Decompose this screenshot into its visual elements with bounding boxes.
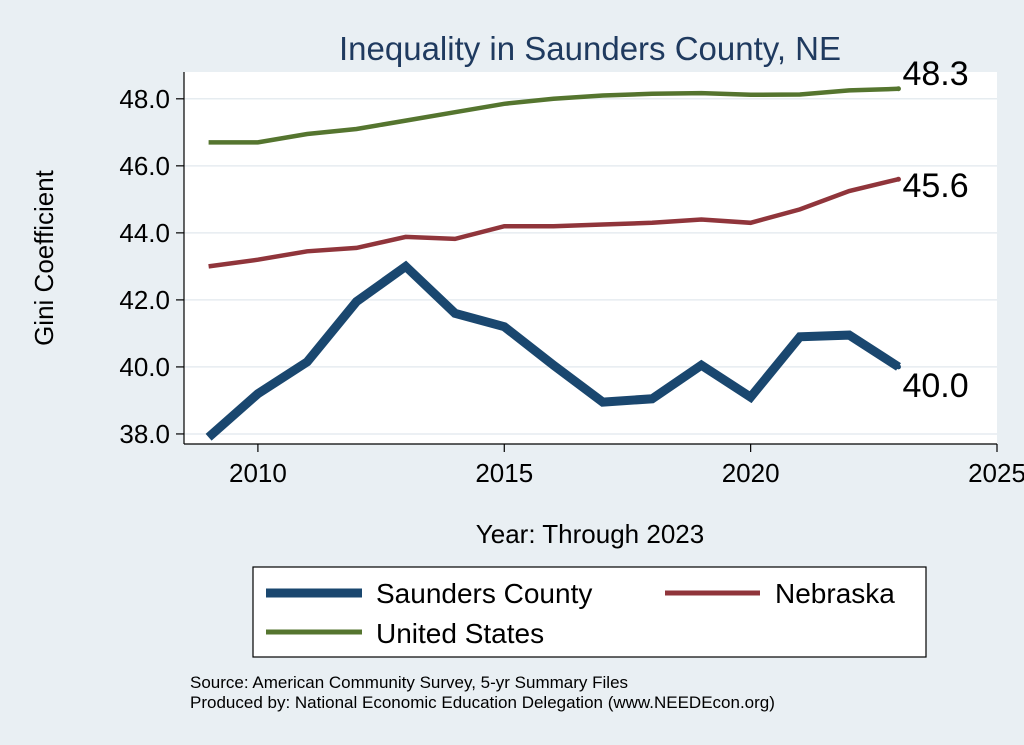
x-tick-label: 2015 — [475, 458, 533, 488]
end-labels: 48.3 45.6 40.0 — [902, 55, 968, 405]
series-lines — [205, 86, 901, 441]
y-axis: 38.0 40.0 42.0 44.0 46.0 48.0 — [119, 72, 185, 449]
legend: Saunders County Nebraska United States — [252, 566, 927, 658]
y-tick-label: 42.0 — [119, 285, 170, 315]
x-axis-label: Year: Through 2023 — [476, 519, 704, 549]
end-label-nebraska: 45.6 — [902, 167, 968, 205]
grid-lines — [184, 98, 997, 435]
y-tick-label: 46.0 — [119, 151, 170, 181]
x-axis: 2010 2015 2020 2025 — [184, 443, 1024, 488]
end-label-saunders-county: 40.0 — [902, 367, 968, 405]
series-line-saunders-county — [205, 260, 901, 441]
x-tick-label: 2020 — [722, 458, 780, 488]
legend-label-nebraska: Nebraska — [775, 578, 895, 609]
x-tick-label: 2025 — [968, 458, 1024, 488]
end-point-nebraska — [895, 176, 901, 182]
legend-box — [252, 566, 927, 658]
y-tick-label: 38.0 — [119, 419, 170, 449]
y-tick-label: 40.0 — [119, 352, 170, 382]
series-line-nebraska — [208, 177, 900, 269]
end-point-united-states — [895, 86, 901, 92]
y-axis-label: Gini Coefficient — [29, 169, 59, 346]
y-tick-label: 48.0 — [119, 84, 170, 114]
y-tick-label: 44.0 — [119, 218, 170, 248]
source-note: Source: American Community Survey, 5-yr … — [190, 673, 628, 692]
x-tick-label: 2010 — [229, 458, 287, 488]
end-point-saunders-county — [895, 364, 901, 370]
chart-title: Inequality in Saunders County, NE — [339, 30, 841, 67]
end-label-united-states: 48.3 — [902, 55, 968, 93]
producer-note: Produced by: National Economic Education… — [190, 693, 775, 712]
legend-label-united-states: United States — [376, 618, 544, 649]
series-line-united-states — [208, 86, 899, 145]
legend-label-saunders-county: Saunders County — [376, 578, 592, 609]
